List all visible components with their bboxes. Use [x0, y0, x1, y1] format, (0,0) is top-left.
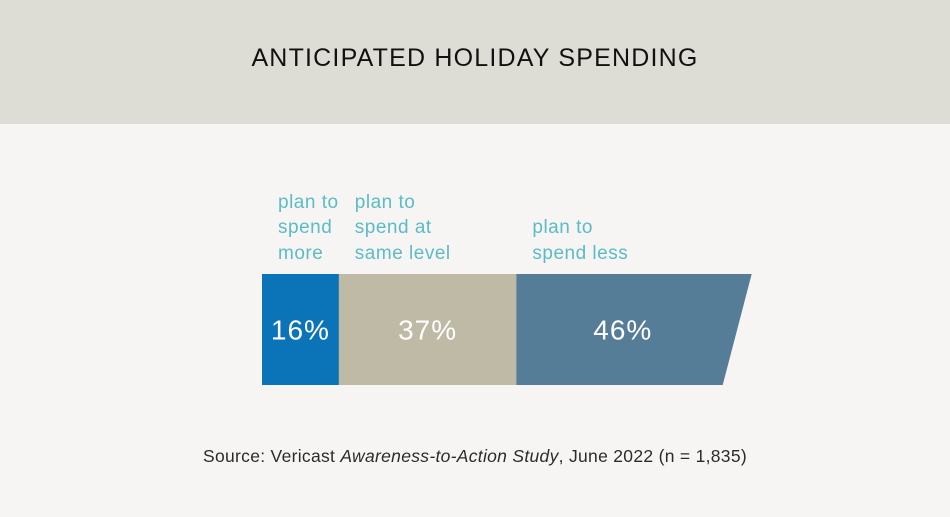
category-label-line: spend at [354, 217, 432, 238]
category-label-line: plan to [354, 191, 416, 213]
source-study: Awareness-to-Action Study [340, 446, 559, 466]
bar-segment-1 [262, 274, 340, 385]
category-label-line: plan to [278, 191, 339, 213]
header-band: ANTICIPATED HOLIDAY SPENDING [0, 0, 950, 124]
bar-segment-3 [516, 274, 752, 385]
source-prefix: Source: Vericast [202, 446, 341, 466]
data-label-1: 16% [271, 315, 330, 346]
category-label-line: spend [278, 217, 333, 238]
source-suffix: , June 2022 (n = 1,835) [558, 446, 747, 466]
category-label-line: plan to [532, 217, 593, 238]
source-note: Source: Vericast Awareness-to-Action Stu… [0, 446, 950, 467]
data-label-2: 37% [398, 315, 457, 346]
data-label-3: 46% [593, 315, 652, 346]
category-label-line: same level [354, 242, 451, 264]
category-label-line: spend less [532, 242, 629, 264]
category-label-3: plan to spend less [532, 215, 628, 266]
category-label-2: plan to spend at same level [355, 190, 451, 267]
bar-segment-2 [338, 274, 517, 385]
chart-title: ANTICIPATED HOLIDAY SPENDING [251, 44, 699, 72]
category-label-line: more [278, 242, 324, 264]
category-label-1: plan to spend more [278, 190, 339, 267]
